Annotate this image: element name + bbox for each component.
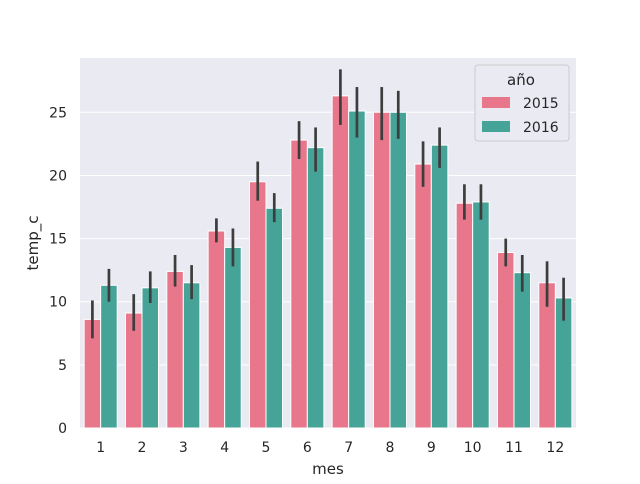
x-tick-label: 9	[427, 440, 436, 456]
y-tick-label: 25	[49, 105, 67, 121]
bar-2016-10	[472, 201, 490, 429]
bar-2015-3	[166, 270, 184, 429]
x-tick-label: 2	[138, 440, 147, 456]
bars	[83, 95, 573, 429]
x-tick-label: 12	[546, 440, 564, 456]
bar-2016-5	[265, 207, 284, 429]
bar-2016-3	[182, 282, 201, 429]
bar-2015-6	[290, 139, 308, 429]
bar-2016-7	[348, 110, 366, 429]
x-axis-label: mes	[312, 460, 344, 478]
legend-swatch-2015	[482, 97, 510, 108]
bar-2016-2	[141, 287, 160, 429]
bar-2016-6	[306, 147, 325, 429]
bar-2015-10	[455, 202, 474, 429]
x-tick-label: 11	[505, 440, 523, 456]
legend-title: año	[507, 71, 535, 89]
x-tick-label: 8	[386, 440, 395, 456]
y-tick-label: 5	[58, 358, 67, 374]
x-tick-label: 4	[220, 440, 229, 456]
x-tick-label: 7	[344, 440, 353, 456]
bar-2016-8	[389, 111, 408, 429]
bar-2015-9	[414, 163, 432, 429]
bar-2016-9	[430, 144, 449, 429]
legend-label-2015: 2015	[523, 96, 559, 112]
bar-2015-4	[207, 230, 226, 429]
bar-2016-4	[224, 246, 242, 429]
bar-2015-11	[496, 251, 515, 429]
x-tick-label: 1	[96, 440, 105, 456]
y-tick-label: 20	[49, 168, 67, 184]
legend-label-2016: 2016	[523, 120, 559, 136]
bar-2015-8	[372, 111, 391, 429]
legend: año 2015 2016	[474, 64, 570, 142]
legend-swatch-2016	[482, 121, 510, 132]
x-ticks: 1 2 3 4 5 6 7 8 9 10 11 12	[96, 440, 564, 456]
y-axis-label: temp_c	[24, 216, 43, 271]
x-tick-label: 5	[262, 440, 271, 456]
x-tick-label: 3	[179, 440, 188, 456]
x-tick-label: 10	[464, 440, 482, 456]
bar-2016-11	[513, 272, 532, 429]
y-ticks: 0 5 10 15 20 25	[49, 105, 67, 437]
y-tick-label: 0	[58, 421, 67, 437]
y-tick-label: 10	[49, 295, 67, 311]
bar-2015-5	[248, 181, 267, 429]
y-tick-label: 15	[49, 232, 67, 248]
bar-2016-1	[100, 284, 118, 429]
bar-2015-7	[331, 95, 350, 429]
error-bars	[91, 69, 565, 339]
x-tick-label: 6	[303, 440, 312, 456]
